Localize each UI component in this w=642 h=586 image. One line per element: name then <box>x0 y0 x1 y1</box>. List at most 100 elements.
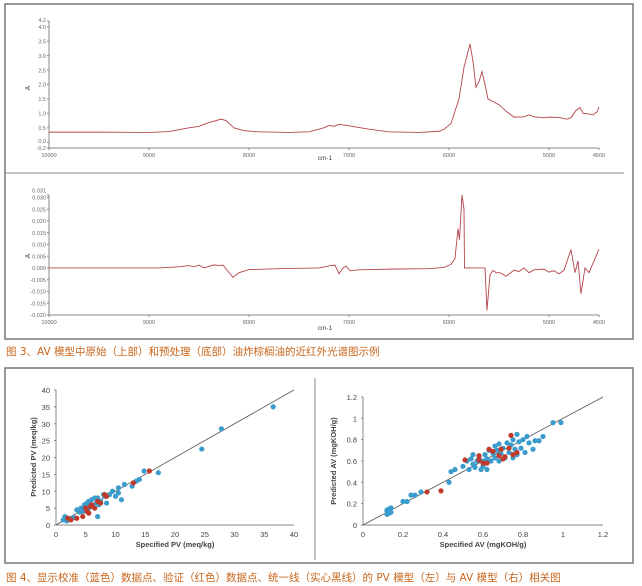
x-tick-label: 30 <box>230 530 238 539</box>
calibration-point <box>536 438 542 444</box>
x-tick-label: 7000 <box>343 153 355 159</box>
x-tick-label: 6000 <box>443 320 455 326</box>
x-tick-label: 25 <box>201 530 209 539</box>
x-tick-label: 1 <box>561 530 565 539</box>
calibration-point <box>103 500 110 506</box>
y-tick-label: 4.2 <box>38 18 46 24</box>
calibration-point <box>470 452 476 458</box>
x-tick-label: 0.6 <box>478 530 488 539</box>
validation-point <box>476 457 482 463</box>
y-tick-label: 2.0 <box>38 83 46 89</box>
calibration-point <box>506 449 512 456</box>
calibration-point <box>468 456 474 462</box>
calibration-point <box>496 441 502 447</box>
y-tick-label: 0.2 <box>347 500 357 509</box>
y-tick-label: 3.5 <box>38 39 46 45</box>
x-tick-label: 15 <box>141 530 149 539</box>
y-tick-label: 0.015 <box>32 231 46 237</box>
y-tick-label: 35 <box>42 403 50 412</box>
validation-point <box>490 448 496 454</box>
calibration-point <box>526 440 532 446</box>
validation-point <box>438 488 444 494</box>
y-tick-label: 0.000 <box>32 266 46 272</box>
validation-point <box>508 432 514 438</box>
calibration-point <box>484 456 490 462</box>
x-tick-label: 0.2 <box>398 530 408 539</box>
calibration-point <box>118 497 125 503</box>
validation-point <box>462 457 468 463</box>
y-tick-label: -0.010 <box>30 290 46 296</box>
calibration-point <box>112 493 119 499</box>
y-tick-label: -0.2 <box>37 146 46 152</box>
x-axis-label: Specified AV (mgKOH/g) <box>440 540 527 549</box>
y-tick-label: 0.8 <box>347 436 357 445</box>
validation-point <box>92 505 98 511</box>
calibration-point <box>466 466 472 473</box>
validation-point <box>486 446 492 452</box>
calibration-point <box>492 455 498 461</box>
validation-point <box>484 460 490 466</box>
calibration-point <box>270 404 276 410</box>
validation-point <box>89 502 95 508</box>
calibration-point <box>452 466 458 473</box>
y-tick-label: -0.005 <box>30 278 46 284</box>
x-tick-label: 1.2 <box>598 530 608 539</box>
y-tick-label: 0.005 <box>32 254 46 260</box>
x-tick-label: 20 <box>171 530 179 539</box>
validation-point <box>68 517 74 523</box>
validation-point <box>103 493 110 499</box>
calibration-point <box>400 498 406 505</box>
calibration-point <box>446 479 452 485</box>
y-tick-label: 1.0 <box>38 112 46 118</box>
y-tick-label: 1 <box>353 414 357 423</box>
y-tick-label: 5 <box>46 504 50 513</box>
validation-point <box>496 453 502 459</box>
calibration-point <box>384 507 390 513</box>
calibration-point <box>540 433 546 440</box>
y-axis-label: Predicted AV (mgKOH/g) <box>329 417 338 505</box>
calibration-point <box>516 439 522 445</box>
validation-point <box>86 510 92 516</box>
calibration-point <box>218 426 225 432</box>
calibration-point <box>492 443 498 449</box>
calibration-point <box>522 449 528 456</box>
y-tick-label: 4.0 <box>38 25 46 31</box>
x-tick-label: 5000 <box>543 320 555 326</box>
calibration-point <box>109 488 116 494</box>
x-tick-label: 4500 <box>593 153 605 159</box>
y-tick-label: 0.030 <box>32 196 46 202</box>
y-tick-label: 25 <box>42 437 50 446</box>
y-tick-label: 0.020 <box>32 219 46 225</box>
x-tick-label: 10000 <box>41 320 56 326</box>
calibration-point <box>482 452 488 458</box>
validation-point <box>506 445 512 451</box>
validation-point <box>502 454 508 460</box>
calibration-point <box>95 513 101 520</box>
x-tick-label: 10000 <box>41 153 56 159</box>
calibration-point <box>532 438 538 444</box>
y-axis-label: A <box>25 85 32 90</box>
validation-point <box>480 460 486 466</box>
y-tick-label: 0.6 <box>347 457 357 466</box>
spectrum-line <box>49 43 600 133</box>
calibration-point <box>558 420 564 426</box>
y-tick-label: 0.025 <box>32 207 46 213</box>
figure4-frame <box>4 367 634 564</box>
calibration-point <box>504 440 510 446</box>
x-tick-label: 0.8 <box>518 530 528 539</box>
calibration-point <box>121 481 128 488</box>
x-axis-label: cm-1 <box>318 325 333 332</box>
calibration-point <box>404 498 410 505</box>
x-tick-label: 35 <box>260 530 268 539</box>
x-tick-label: 8000 <box>243 153 255 159</box>
figure3-caption: 图 3、AV 模型中原始（上部）和预处理（底部）油炸棕榈油的近红外光谱图示例 <box>6 346 380 358</box>
x-tick-label: 0 <box>54 530 58 539</box>
spectrum-line <box>49 194 600 311</box>
calibration-point <box>199 446 205 452</box>
calibration-point <box>494 447 500 453</box>
calibration-point <box>488 458 494 464</box>
y-tick-label: 3.0 <box>38 54 46 60</box>
calibration-point <box>484 466 490 473</box>
y-tick-label: 1.5 <box>38 97 46 103</box>
y-tick-label: 15 <box>42 470 50 479</box>
